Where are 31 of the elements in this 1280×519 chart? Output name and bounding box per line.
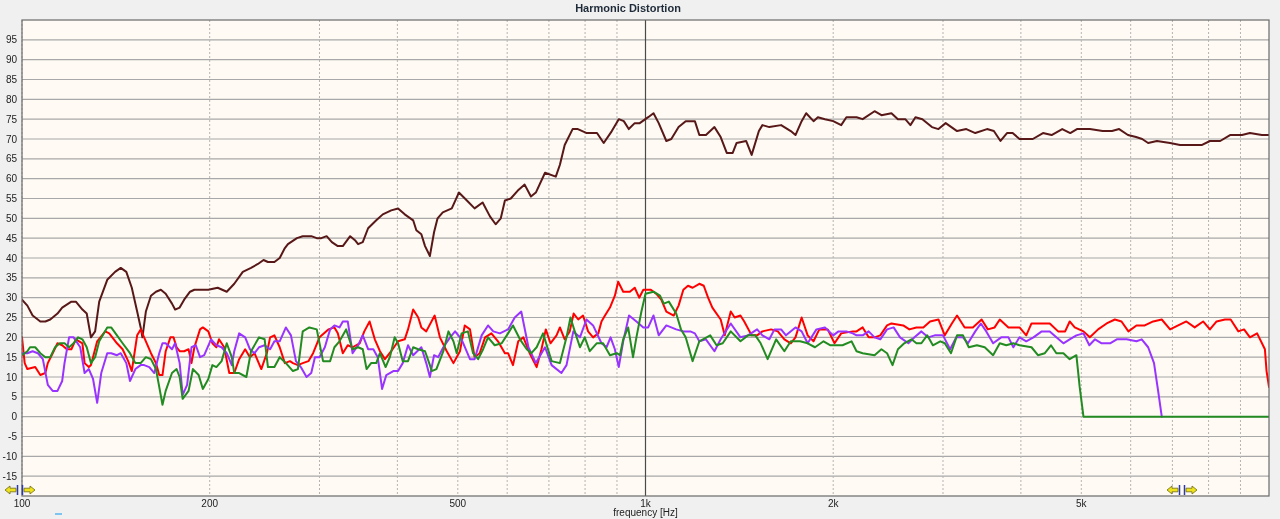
x-tick-label: 2k bbox=[827, 497, 840, 509]
y-tick-label: 90 bbox=[5, 54, 18, 66]
y-tick-label: 65 bbox=[5, 153, 18, 165]
y-tick-label: 80 bbox=[5, 93, 18, 105]
x-tick-label: 5k bbox=[1076, 497, 1088, 509]
x-axis-title: frequency [Hz] bbox=[613, 506, 678, 518]
chart-title: Harmonic Distortion bbox=[575, 2, 682, 14]
y-tick-label: -10 bbox=[2, 450, 18, 462]
y-tick-label: -15 bbox=[2, 470, 18, 482]
y-tick-label: 70 bbox=[5, 133, 18, 145]
y-tick-label: 25 bbox=[5, 312, 18, 323]
y-tick-label: 60 bbox=[5, 173, 18, 185]
x-tick-label: 1k bbox=[640, 497, 652, 509]
x-tick-label: 100 bbox=[13, 497, 31, 509]
x-tick-label: 500 bbox=[449, 497, 467, 509]
y-tick-label: 5 bbox=[11, 391, 18, 403]
x-tick-label: 200 bbox=[201, 497, 219, 509]
y-tick-label: 40 bbox=[5, 252, 18, 264]
y-tick-label: -5 bbox=[8, 431, 18, 442]
y-tick-label: 95 bbox=[5, 34, 18, 46]
y-tick-label: 55 bbox=[5, 193, 18, 204]
y-tick-label: 45 bbox=[5, 232, 18, 244]
y-tick-label: 75 bbox=[5, 113, 18, 125]
y-tick-label: 35 bbox=[5, 272, 18, 284]
y-tick-label: 10 bbox=[5, 371, 18, 383]
y-tick-label: 20 bbox=[5, 331, 18, 343]
y-tick-label: 30 bbox=[5, 292, 18, 304]
y-tick-label: 0 bbox=[11, 411, 18, 423]
y-tick-label: 85 bbox=[5, 74, 18, 85]
y-tick-label: 50 bbox=[5, 212, 18, 224]
y-tick-label: 15 bbox=[5, 351, 18, 363]
